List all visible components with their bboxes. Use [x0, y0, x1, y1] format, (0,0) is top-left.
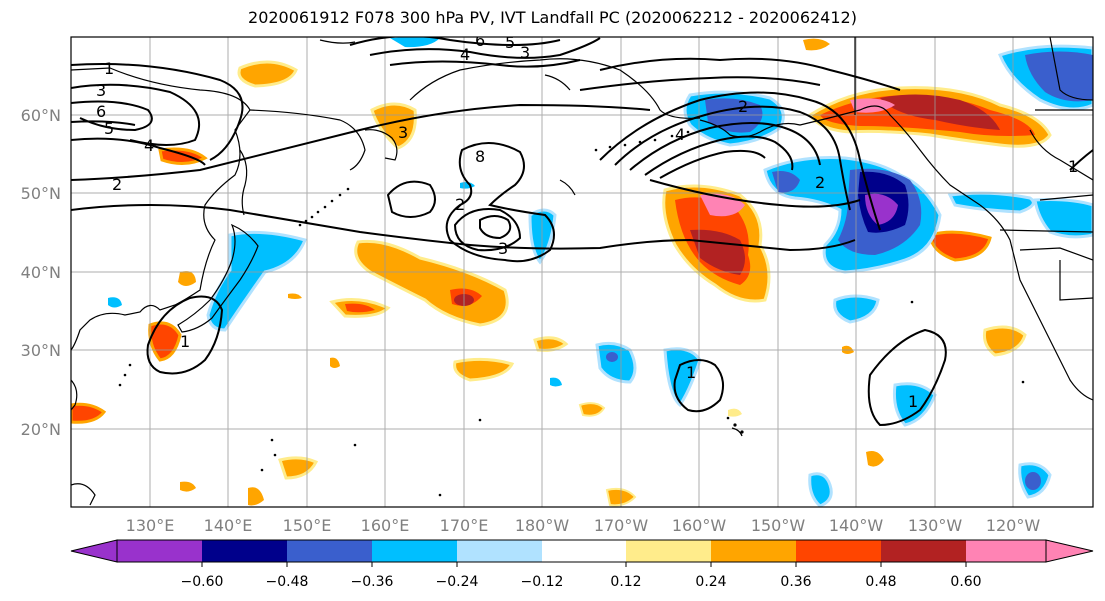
contour-label: 2	[738, 97, 748, 116]
contour-label: 5	[505, 33, 515, 52]
contour-label: 3	[520, 43, 530, 62]
colorbar-tick-label: 0.12	[610, 574, 641, 590]
lat-label: 40°N	[21, 263, 61, 282]
colorbar-tick-label: −0.12	[521, 574, 564, 590]
contour-labels: 1 3 6 5 4 2 2 8 3 2 4 3 1 1 2 6 5 4 3 1 …	[96, 31, 1078, 411]
contour-label: 8	[475, 147, 485, 166]
contour-label: 2	[455, 195, 465, 214]
lon-label: 150°E	[283, 516, 332, 535]
colorbar-tick-label: −0.36	[351, 574, 394, 590]
lat-label: 60°N	[21, 106, 61, 125]
contour-label: 3	[398, 123, 408, 142]
lat-label: 20°N	[21, 420, 61, 439]
colorbar-segment	[457, 540, 542, 562]
lon-label: 160°E	[361, 516, 410, 535]
colorbar-tick-label: 0.48	[865, 574, 896, 590]
negative-anomaly-shading	[108, 37, 1093, 507]
contour-label: 4	[460, 45, 470, 64]
contour-label: 1	[686, 363, 696, 382]
colorbar-tick-label: −0.60	[181, 574, 224, 590]
colorbar-tick-label: 0.36	[780, 574, 811, 590]
contour-label: 4	[675, 125, 685, 144]
graticule	[71, 37, 1093, 507]
contour-label: 3	[498, 239, 508, 258]
map-plot-area: 1 3 6 5 4 2 2 8 3 2 4 3 1 1 2 6 5 4 3 1 …	[71, 31, 1093, 507]
pv-contours	[71, 37, 1093, 427]
island-dots	[118, 130, 1025, 497]
colorbar-tick-label: 0.24	[695, 574, 726, 590]
colorbar-segment	[796, 540, 881, 562]
contour-label: 4	[144, 136, 154, 155]
map-title: 2020061912 F078 300 hPa PV, IVT Landfall…	[248, 8, 857, 27]
colorbar-segment	[372, 540, 457, 562]
colorbar-tick-label: 0.60	[950, 574, 981, 590]
contour-label: 2	[112, 175, 122, 194]
longitude-labels: 130°E 140°E 150°E 160°E 170°E 180°W 170°…	[126, 516, 1041, 535]
colorbar-tick-label: −0.48	[266, 574, 309, 590]
contour-label: 1	[908, 392, 918, 411]
colorbar-segment	[881, 540, 966, 562]
lon-label: 160°W	[672, 516, 727, 535]
lon-label: 140°E	[204, 516, 253, 535]
lon-label: 130°W	[908, 516, 963, 535]
colorbar-segment	[626, 540, 711, 562]
lat-label: 30°N	[21, 341, 61, 360]
contour-label: 1	[180, 332, 190, 351]
lon-label: 170°W	[594, 516, 649, 535]
contour-label: 3	[96, 81, 106, 100]
contour-label: 6	[475, 31, 485, 50]
contour-label: 1	[104, 59, 114, 78]
colorbar-extend-low	[70, 539, 118, 563]
lon-label: 180°W	[515, 516, 570, 535]
colorbar-segment	[711, 540, 796, 562]
lon-label: 120°W	[986, 516, 1041, 535]
colorbar-segment	[287, 540, 372, 562]
lon-label: 170°E	[440, 516, 489, 535]
lon-label: 130°E	[126, 516, 175, 535]
map-frame	[70, 36, 1094, 508]
latitude-labels: 60°N 50°N 40°N 30°N 20°N	[21, 106, 61, 439]
colorbar-segment	[966, 540, 1046, 562]
colorbar-segment	[202, 540, 287, 562]
lon-label: 140°W	[829, 516, 884, 535]
contour-label: 1	[1068, 157, 1078, 176]
colorbar-extend-high	[1045, 539, 1094, 563]
contour-label: 5	[104, 119, 114, 138]
coastlines	[71, 37, 1093, 506]
contour-label: 2	[815, 173, 825, 192]
contour-label: 6	[96, 102, 106, 121]
lat-label: 50°N	[21, 184, 61, 203]
colorbar: −0.60 −0.48 −0.36 −0.24 −0.12 0.12 0.24 …	[70, 539, 1094, 590]
lon-label: 150°W	[751, 516, 806, 535]
colorbar-segment	[542, 540, 626, 562]
colorbar-segment	[117, 540, 202, 562]
colorbar-tick-label: −0.24	[436, 574, 479, 590]
